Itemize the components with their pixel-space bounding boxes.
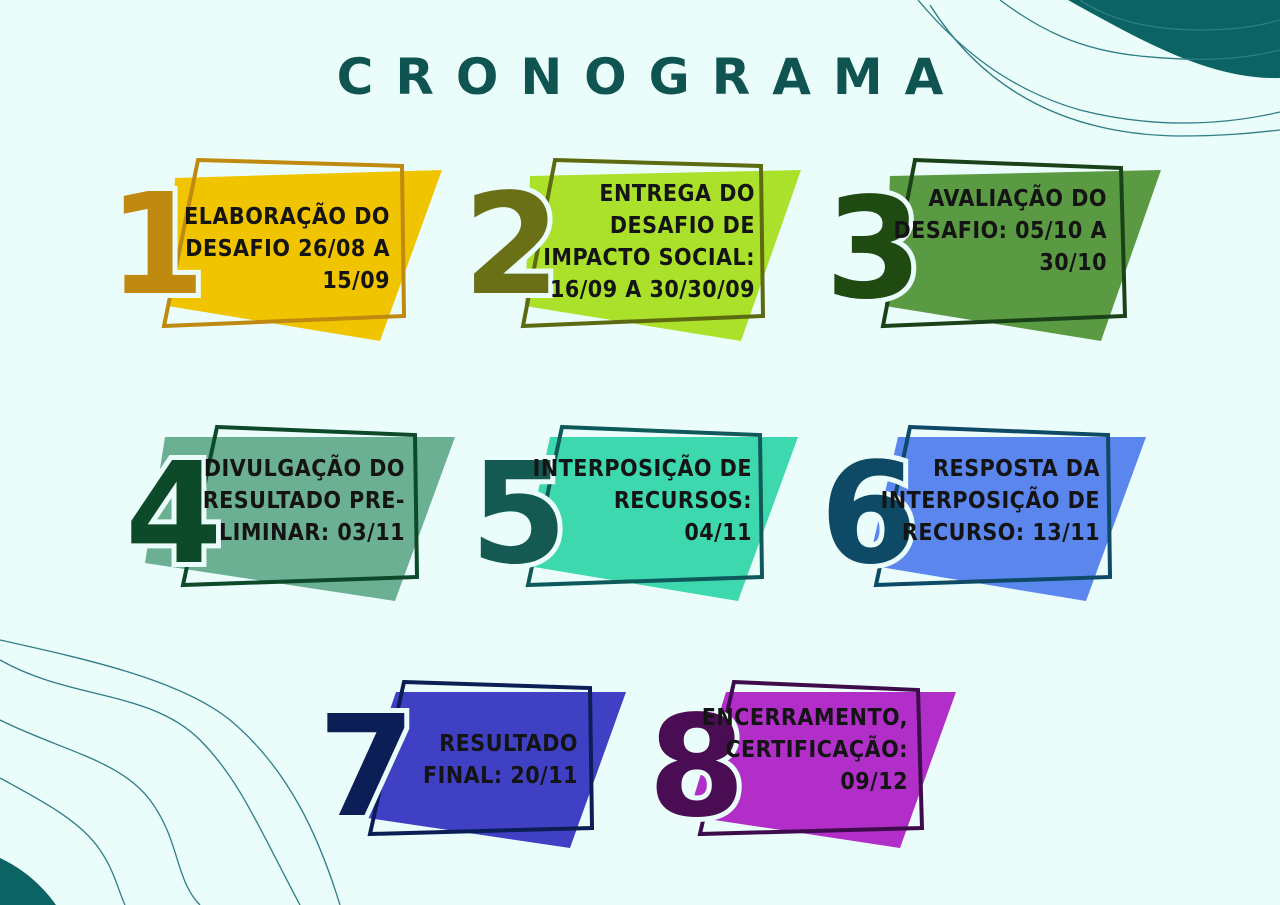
step-3-text: AVALIAÇÃO DO DESAFIO: 05/10 A 30/10 bbox=[837, 183, 1107, 279]
wave-line-top-2 bbox=[999, 0, 1280, 60]
step-4-text-line: RESULTADO PRE- bbox=[202, 488, 405, 514]
step-1-text-line: 15/09 bbox=[322, 268, 390, 294]
step-2-text-line: ENTREGA DO bbox=[599, 181, 755, 207]
step-8: 8 ENCERRAMENTO, CERTIFICAÇÃO: 09/12 bbox=[643, 679, 1028, 870]
step-5-text: INTERPOSIÇÃO DE RECURSOS: 04/11 bbox=[472, 453, 752, 549]
step-4-text: DIVULGAÇÃO DO RESULTADO PRE- LIMINAR: 03/1… bbox=[125, 453, 405, 549]
step-3-frame bbox=[880, 157, 1128, 329]
step-2-shape bbox=[520, 157, 801, 341]
step-8-text-line: ENCERRAMENTO, bbox=[701, 705, 908, 731]
step-5-frame bbox=[525, 424, 765, 588]
step-1-number: 1 bbox=[103, 164, 210, 327]
step-1-text: ELABORAÇÃO DO DESAFIO 26/08 A 15/09 bbox=[120, 201, 390, 297]
step-2-frame bbox=[520, 157, 766, 329]
step-2-number: 2 bbox=[458, 164, 565, 327]
step-2-text-line: DESAFIO DE bbox=[609, 213, 755, 239]
step-7-text-line: FINAL: 20/11 bbox=[423, 763, 578, 789]
page-title: CRONOGRAMA bbox=[336, 48, 966, 106]
step-4-text-line: DIVULGAÇÃO DO bbox=[203, 456, 405, 482]
step-7-parallelogram bbox=[354, 692, 626, 848]
step-8-text: ENCERRAMENTO, CERTIFICAÇÃO: 09/12 bbox=[648, 702, 908, 798]
step-3-shape bbox=[880, 157, 1161, 341]
step-1-parallelogram bbox=[168, 170, 442, 341]
step-3: 3 AVALIAÇÃO DO DESAFIO: 05/10 A 30/10 bbox=[820, 157, 1205, 348]
step-5-number: 5 bbox=[465, 433, 572, 596]
step-1-frame bbox=[161, 157, 407, 329]
step-1-text-line: ELABORAÇÃO DO bbox=[184, 204, 390, 230]
step-2-text: ENTREGA DO DESAFIO DE IMPACTO SOCIAL: 16/09… bbox=[475, 178, 755, 306]
step-8-text-line: CERTIFICAÇÃO: bbox=[725, 737, 908, 763]
step-6-text-line: RECURSO: 13/11 bbox=[901, 520, 1100, 546]
step-7: 7 RESULTADO FINAL: 20/11 bbox=[313, 679, 698, 870]
step-4: 4 DIVULGAÇÃO DO RESULTADO PRE- LIMINAR: 03… bbox=[120, 424, 505, 615]
step-2-text-line: IMPACTO SOCIAL: bbox=[543, 245, 755, 271]
step-2-parallelogram bbox=[525, 170, 801, 341]
step-6-text-line: INTERPOSIÇÃO DE bbox=[880, 488, 1100, 514]
wave-line-bottom-1 bbox=[0, 659, 301, 905]
step-7-number: 7 bbox=[313, 686, 420, 849]
wave-line-top-4 bbox=[929, 4, 1280, 137]
step-3-text-line: AVALIAÇÃO DO bbox=[928, 186, 1107, 212]
step-6-text: RESPOSTA DA INTERPOSIÇÃO DE RECURSO: 13/11 bbox=[820, 453, 1100, 549]
step-3-text-line: 30/10 bbox=[1039, 250, 1107, 276]
step-5: 5 INTERPOSIÇÃO DE RECURSOS: 04/11 bbox=[465, 424, 850, 615]
step-8-frame bbox=[697, 679, 925, 837]
wave-line-top-3 bbox=[1079, 0, 1280, 31]
step-3-number: 3 bbox=[820, 168, 927, 331]
step-6-parallelogram bbox=[868, 437, 1146, 601]
step-8-text-line: 09/12 bbox=[840, 769, 908, 795]
step-6-text-line: RESPOSTA DA bbox=[933, 456, 1100, 482]
step-7-shape bbox=[354, 679, 626, 848]
step-6: 6 RESPOSTA DA INTERPOSIÇÃO DE RECURSO: 13/… bbox=[815, 424, 1198, 615]
step-5-shape bbox=[522, 424, 798, 601]
step-1-text-line: DESAFIO 26/08 A bbox=[185, 236, 390, 262]
step-4-shape bbox=[145, 424, 455, 601]
step-4-frame bbox=[180, 424, 420, 588]
step-1-shape bbox=[161, 157, 442, 341]
step-7-text-line: RESULTADO bbox=[439, 731, 578, 757]
step-5-text-line: RECURSOS: bbox=[613, 488, 752, 514]
wave-line-bottom-4 bbox=[0, 639, 341, 905]
step-2-text-line: 16/09 A 30/30/09 bbox=[549, 277, 755, 303]
step-6-number: 6 bbox=[815, 433, 922, 596]
wave-line-bottom-3 bbox=[0, 777, 126, 905]
step-7-text: RESULTADO FINAL: 20/11 bbox=[338, 728, 578, 792]
step-3-text-line: DESAFIO: 05/10 A bbox=[893, 218, 1107, 244]
step-2: 2 ENTREGA DO DESAFIO DE IMPACTO SOCIAL: 16/… bbox=[458, 157, 845, 348]
step-5-parallelogram bbox=[522, 437, 798, 601]
wave-line-top-1 bbox=[917, 0, 1280, 124]
step-7-frame bbox=[367, 679, 595, 837]
step-5-text-line: 04/11 bbox=[684, 520, 752, 546]
step-6-shape bbox=[868, 424, 1146, 601]
step-6-frame bbox=[873, 424, 1113, 588]
step-4-parallelogram bbox=[145, 437, 455, 601]
step-8-shape bbox=[688, 679, 956, 848]
step-1: 1 ELABORAÇÃO DO DESAFIO 26/08 A 15/09 bbox=[103, 157, 490, 348]
step-8-parallelogram bbox=[688, 692, 956, 848]
corner-blob-bottom-left bbox=[0, 858, 56, 905]
step-5-text-line: INTERPOSIÇÃO DE bbox=[532, 456, 752, 482]
step-4-number: 4 bbox=[120, 433, 227, 596]
wave-line-bottom-2 bbox=[0, 719, 201, 905]
step-8-number: 8 bbox=[643, 686, 750, 849]
step-3-parallelogram bbox=[885, 170, 1161, 341]
step-4-text-line: LIMINAR: 03/11 bbox=[218, 520, 405, 546]
